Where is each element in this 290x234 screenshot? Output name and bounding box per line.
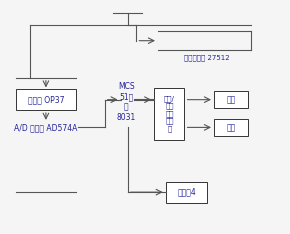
FancyBboxPatch shape	[214, 119, 249, 136]
Text: 键盘: 键盘	[226, 95, 236, 104]
Text: 程序存储器 27512: 程序存储器 27512	[184, 55, 230, 61]
FancyBboxPatch shape	[166, 182, 207, 203]
FancyBboxPatch shape	[154, 88, 184, 139]
Text: 放大器 OP37: 放大器 OP37	[28, 95, 64, 104]
Text: A/D 转换器 AD574A: A/D 转换器 AD574A	[14, 123, 78, 132]
Text: 显示: 显示	[226, 123, 236, 132]
FancyBboxPatch shape	[214, 91, 249, 108]
Text: MCS
51系
列
8031: MCS 51系 列 8031	[117, 82, 136, 122]
Text: 键盘/
显示
器接
口芯
片: 键盘/ 显示 器接 口芯 片	[164, 95, 175, 132]
Text: 继电器4: 继电器4	[177, 188, 196, 197]
FancyBboxPatch shape	[16, 89, 76, 110]
